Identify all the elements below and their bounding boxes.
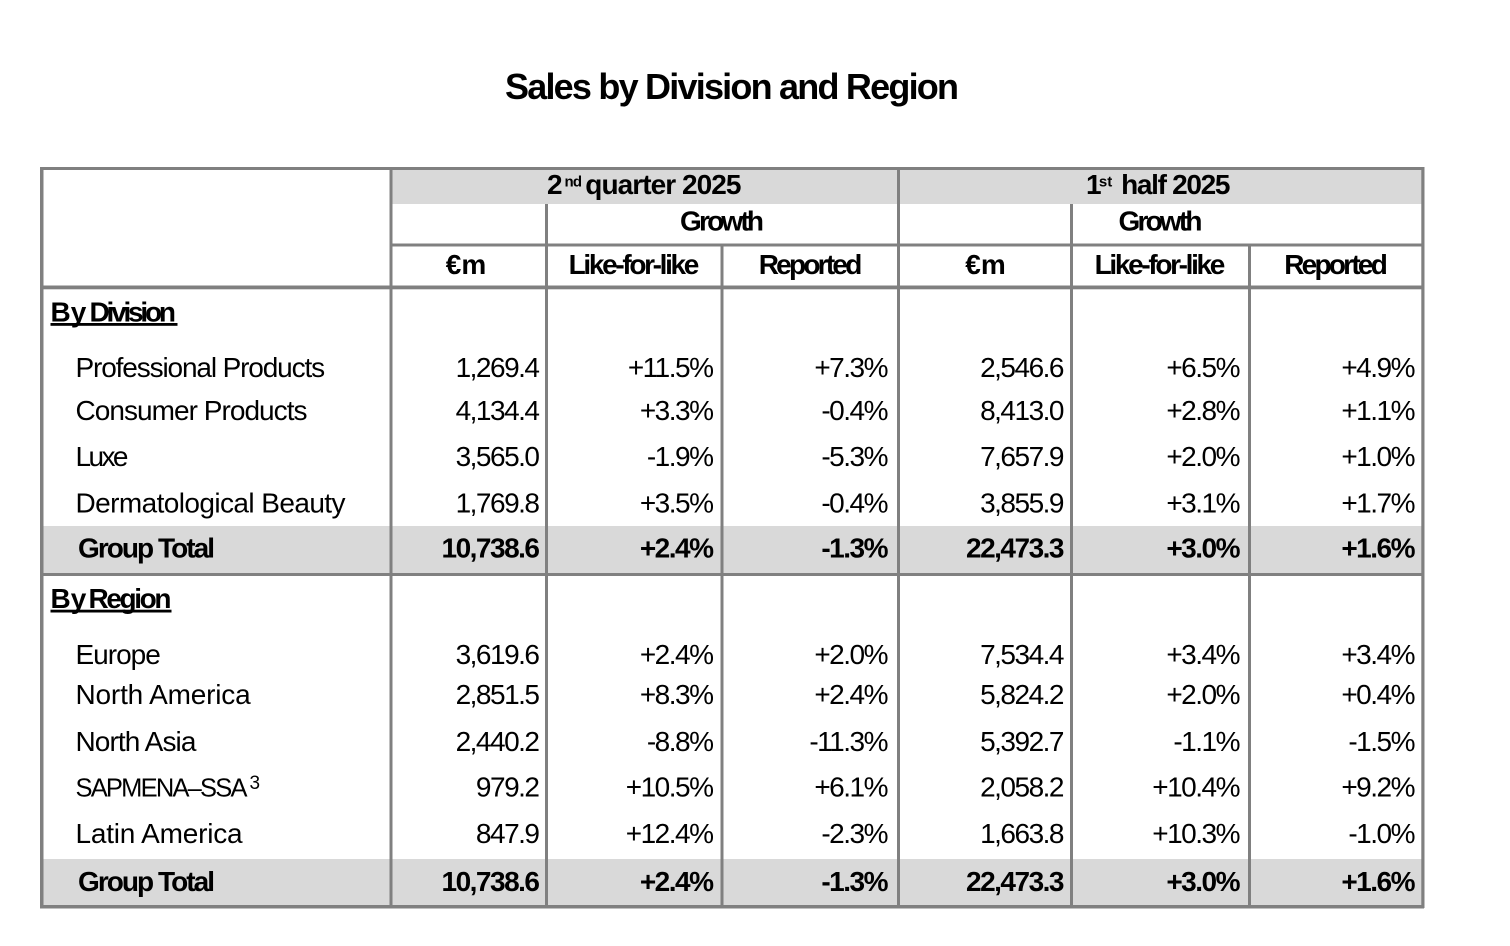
svg-text:Growth: Growth — [1119, 206, 1203, 237]
svg-text:7,657.9: 7,657.9 — [980, 441, 1064, 472]
svg-text:2: 2 — [547, 169, 563, 200]
svg-text:-1.3%: -1.3% — [821, 533, 888, 564]
svg-text:€m: €m — [446, 249, 486, 280]
svg-text:+3.3%: +3.3% — [640, 395, 713, 426]
svg-text:nd: nd — [565, 174, 582, 191]
svg-text:-5.3%: -5.3% — [821, 441, 887, 472]
svg-text:5,392.7: 5,392.7 — [980, 726, 1064, 757]
svg-text:+11.5%: +11.5% — [628, 352, 713, 383]
svg-text:1,769.8: 1,769.8 — [456, 488, 540, 519]
svg-text:1: 1 — [1086, 169, 1102, 200]
svg-text:+1.1%: +1.1% — [1341, 395, 1414, 426]
svg-text:Reported: Reported — [1284, 249, 1388, 280]
svg-text:+1.6%: +1.6% — [1341, 533, 1415, 564]
svg-text:+4.9%: +4.9% — [1341, 352, 1414, 383]
svg-text:+9.2%: +9.2% — [1341, 771, 1414, 802]
svg-text:+3.0%: +3.0% — [1166, 866, 1240, 897]
svg-text:+10.4%: +10.4% — [1152, 771, 1239, 802]
svg-text:+12.4%: +12.4% — [626, 818, 713, 849]
svg-text:half 2025: half 2025 — [1121, 169, 1230, 200]
svg-text:22,473.3: 22,473.3 — [966, 533, 1064, 564]
svg-text:-1.1%: -1.1% — [1173, 726, 1239, 757]
svg-text:3: 3 — [250, 773, 261, 794]
svg-text:2,851.5: 2,851.5 — [456, 679, 540, 710]
svg-text:2,546.6: 2,546.6 — [980, 352, 1064, 383]
svg-text:Consumer Products: Consumer Products — [76, 395, 308, 426]
svg-text:-2.3%: -2.3% — [821, 818, 887, 849]
svg-text:Group Total: Group Total — [78, 533, 215, 564]
svg-text:+2.4%: +2.4% — [640, 639, 713, 670]
svg-text:SAPMENA–SSA: SAPMENA–SSA — [76, 774, 248, 802]
svg-text:-1.5%: -1.5% — [1348, 726, 1414, 757]
svg-text:8,413.0: 8,413.0 — [980, 395, 1064, 426]
svg-text:Europe: Europe — [76, 639, 161, 670]
svg-text:-0.4%: -0.4% — [821, 488, 887, 519]
svg-text:Sales by Division and Region: Sales by Division and Region — [505, 66, 959, 107]
svg-text:+1.6%: +1.6% — [1341, 866, 1415, 897]
svg-text:+2.4%: +2.4% — [814, 679, 887, 710]
svg-text:3,619.6: 3,619.6 — [456, 639, 540, 670]
svg-text:By: By — [51, 297, 87, 328]
svg-text:Division: Division — [90, 297, 177, 328]
svg-text:Reported: Reported — [759, 249, 863, 280]
svg-text:+0.4%: +0.4% — [1341, 679, 1414, 710]
svg-text:-0.4%: -0.4% — [821, 395, 887, 426]
svg-text:+6.5%: +6.5% — [1166, 352, 1239, 383]
svg-text:North Asia: North Asia — [76, 726, 197, 757]
svg-text:2,058.2: 2,058.2 — [980, 771, 1064, 802]
svg-text:Group Total: Group Total — [78, 866, 215, 897]
svg-text:+7.3%: +7.3% — [814, 352, 887, 383]
svg-text:-11.3%: -11.3% — [809, 726, 887, 757]
svg-text:5,824.2: 5,824.2 — [980, 679, 1064, 710]
svg-text:Like-for-like: Like-for-like — [1095, 249, 1226, 280]
svg-text:+6.1%: +6.1% — [814, 771, 887, 802]
svg-text:7,534.4: 7,534.4 — [980, 639, 1064, 670]
svg-text:+2.0%: +2.0% — [814, 639, 887, 670]
svg-text:10,738.6: 10,738.6 — [442, 866, 540, 897]
svg-text:+2.0%: +2.0% — [1166, 679, 1239, 710]
svg-text:1,269.4: 1,269.4 — [456, 352, 540, 383]
svg-text:3,565.0: 3,565.0 — [456, 441, 540, 472]
svg-text:Dermatological Beauty: Dermatological Beauty — [76, 488, 346, 519]
svg-text:-8.8%: -8.8% — [647, 726, 713, 757]
svg-text:+3.1%: +3.1% — [1166, 488, 1239, 519]
svg-text:North America: North America — [76, 679, 252, 710]
svg-text:-1.9%: -1.9% — [647, 441, 713, 472]
svg-text:3,855.9: 3,855.9 — [980, 488, 1064, 519]
svg-text:By: By — [51, 583, 87, 614]
svg-text:979.2: 979.2 — [476, 771, 539, 802]
svg-text:+3.0%: +3.0% — [1166, 533, 1240, 564]
svg-text:4,134.4: 4,134.4 — [456, 395, 540, 426]
svg-text:Growth: Growth — [680, 206, 764, 237]
svg-text:Latin America: Latin America — [76, 818, 244, 849]
svg-text:Like-for-like: Like-for-like — [569, 249, 700, 280]
svg-text:847.9: 847.9 — [476, 818, 539, 849]
svg-text:Luxe: Luxe — [76, 441, 129, 472]
svg-text:10,738.6: 10,738.6 — [442, 533, 540, 564]
svg-text:+2.0%: +2.0% — [1166, 441, 1239, 472]
svg-text:+3.5%: +3.5% — [640, 488, 713, 519]
svg-text:-1.3%: -1.3% — [821, 866, 888, 897]
svg-text:quarter 2025: quarter 2025 — [585, 169, 741, 200]
svg-text:+3.4%: +3.4% — [1166, 639, 1239, 670]
svg-text:+2.8%: +2.8% — [1166, 395, 1239, 426]
svg-text:+3.4%: +3.4% — [1341, 639, 1414, 670]
svg-text:st: st — [1099, 174, 1112, 191]
svg-text:€m: €m — [965, 249, 1005, 280]
svg-text:Professional Products: Professional Products — [76, 352, 326, 383]
svg-text:+10.5%: +10.5% — [626, 771, 713, 802]
svg-text:+10.3%: +10.3% — [1152, 818, 1239, 849]
svg-text:22,473.3: 22,473.3 — [966, 866, 1064, 897]
svg-text:Region: Region — [89, 583, 172, 614]
svg-text:+2.4%: +2.4% — [640, 533, 714, 564]
svg-text:+1.0%: +1.0% — [1341, 441, 1414, 472]
svg-text:+8.3%: +8.3% — [640, 679, 713, 710]
svg-text:+1.7%: +1.7% — [1341, 488, 1414, 519]
svg-text:-1.0%: -1.0% — [1348, 818, 1414, 849]
svg-text:+2.4%: +2.4% — [640, 866, 714, 897]
svg-text:2,440.2: 2,440.2 — [456, 726, 540, 757]
svg-text:1,663.8: 1,663.8 — [980, 818, 1064, 849]
